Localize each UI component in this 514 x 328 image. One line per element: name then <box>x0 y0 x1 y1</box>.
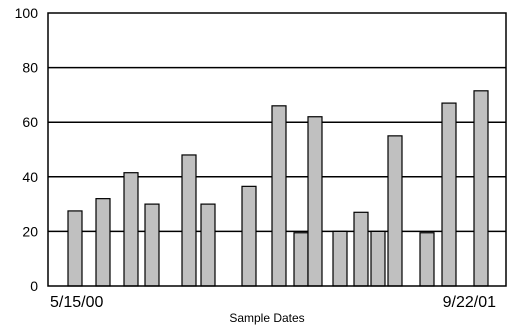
bar <box>370 230 386 287</box>
y-axis-ticks: 0 20 40 60 80 100 <box>15 5 39 294</box>
bar <box>441 102 457 287</box>
bar <box>200 203 216 287</box>
y-tick-label: 100 <box>15 5 39 21</box>
bar <box>123 172 139 287</box>
bar <box>473 90 489 287</box>
bar <box>271 105 287 287</box>
bar <box>387 135 403 287</box>
y-tick-label: 40 <box>22 169 38 185</box>
x-axis-title: Sample Dates <box>229 311 304 325</box>
x-end-label: 9/22/01 <box>443 294 496 311</box>
bar <box>332 230 348 287</box>
y-tick-label: 80 <box>22 60 38 76</box>
bar <box>293 232 309 287</box>
bar <box>241 185 257 287</box>
bar <box>419 232 435 287</box>
bar <box>181 154 197 287</box>
bars <box>67 90 489 287</box>
bar <box>307 116 323 287</box>
y-tick-label: 60 <box>22 114 38 130</box>
plot-area-frame <box>47 12 507 287</box>
bar <box>353 211 369 287</box>
x-start-label: 5/15/00 <box>50 294 103 311</box>
y-tick-label: 0 <box>30 278 38 294</box>
bar <box>95 198 111 287</box>
bar <box>67 210 83 287</box>
y-tick-label: 20 <box>22 223 38 239</box>
bar <box>144 203 160 287</box>
